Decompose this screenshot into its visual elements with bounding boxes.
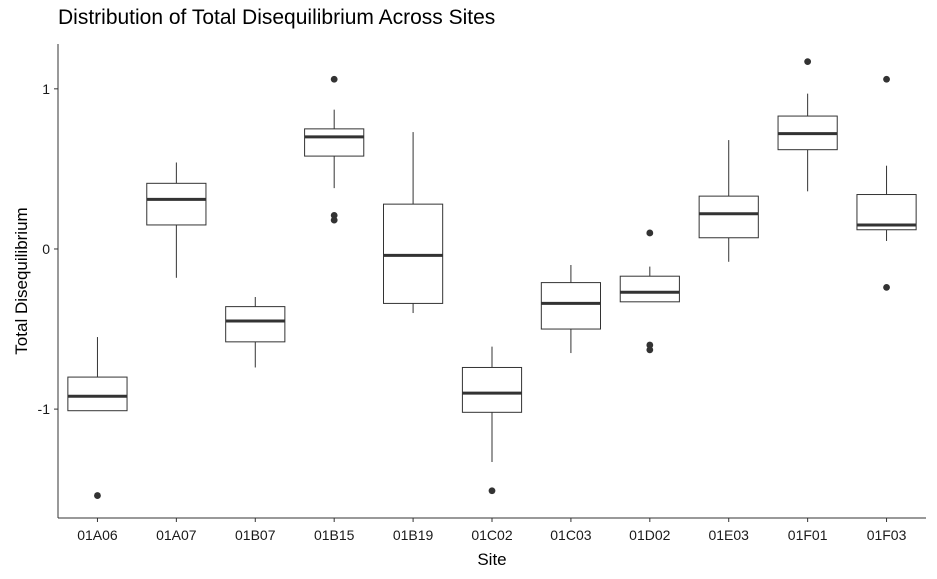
x-tick-label: 01C03 xyxy=(550,527,591,543)
boxes xyxy=(67,58,917,499)
x-tick-label: 01B07 xyxy=(235,527,276,543)
x-tick-label: 01F01 xyxy=(788,527,828,543)
box-01A07 xyxy=(146,162,207,278)
outlier-point xyxy=(646,341,654,349)
outlier-point xyxy=(646,229,654,237)
x-tick-label: 01A06 xyxy=(77,527,118,543)
outlier-point xyxy=(883,75,890,83)
x-tick-label: 01B15 xyxy=(314,527,355,543)
y-tick-label: 1 xyxy=(42,81,50,97)
x-tick-label: 01D02 xyxy=(629,527,670,543)
x-tick-label: 01E03 xyxy=(708,527,749,543)
box-01C02 xyxy=(461,346,523,495)
iqr-box xyxy=(698,195,759,239)
y-tick-label: 0 xyxy=(42,241,50,257)
outlier-point xyxy=(330,75,338,83)
box-01F03 xyxy=(856,75,917,291)
iqr-box xyxy=(619,275,680,303)
y-tick-label: -1 xyxy=(38,401,51,417)
iqr-box xyxy=(461,366,523,413)
iqr-box xyxy=(383,203,444,304)
x-tick-label: 01C02 xyxy=(471,527,512,543)
y-axis-ticks: -1 0 1 xyxy=(38,81,58,417)
iqr-box xyxy=(225,306,286,343)
box-01B15 xyxy=(304,75,365,224)
outlier-point xyxy=(804,58,812,66)
outlier-point xyxy=(94,492,101,499)
outlier-point xyxy=(488,487,496,495)
box-01E03 xyxy=(698,140,759,262)
iqr-box xyxy=(146,182,207,226)
y-axis-title: Total Disequilibrium xyxy=(12,207,31,354)
x-tick-label: 01A07 xyxy=(156,527,197,543)
box-01C03 xyxy=(540,264,601,354)
box-01B07 xyxy=(225,297,286,368)
box-01B19 xyxy=(383,132,444,314)
x-axis-ticks: 01A06 01A07 01B07 01B15 01B19 01C02 01C03 01D02… xyxy=(77,518,907,543)
outlier-point xyxy=(883,284,890,291)
chart-title: Distribution of Total Disequilibrium Acr… xyxy=(58,6,496,29)
box-01F01 xyxy=(777,58,838,192)
iqr-box xyxy=(67,376,128,412)
outlier-point xyxy=(646,346,654,354)
x-axis-title: Site xyxy=(477,550,506,569)
box-01A06 xyxy=(67,337,128,499)
iqr-box xyxy=(304,128,365,157)
outlier-point xyxy=(330,216,338,224)
box-01D02 xyxy=(619,229,680,354)
x-tick-label: 01F03 xyxy=(867,527,907,543)
outlier-point xyxy=(330,211,338,219)
x-tick-label: 01B19 xyxy=(393,527,434,543)
iqr-box xyxy=(540,282,601,330)
